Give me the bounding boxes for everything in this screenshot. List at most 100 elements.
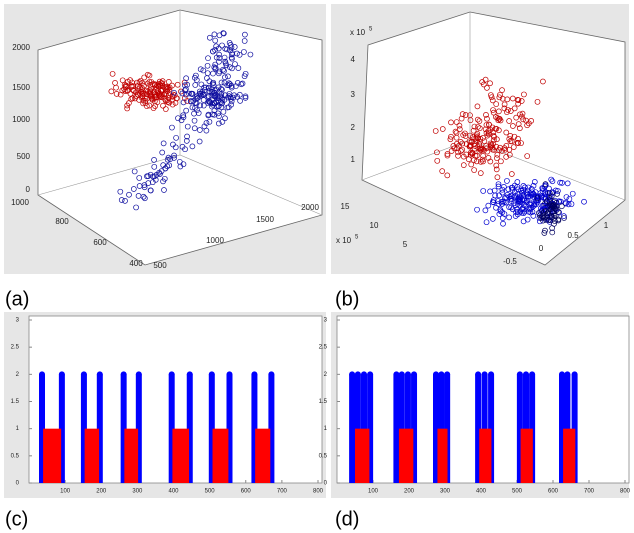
point-cloud bbox=[108, 30, 254, 211]
panel-label: (b) bbox=[335, 288, 359, 310]
scatter-point bbox=[474, 134, 480, 140]
scatter-point bbox=[213, 43, 220, 50]
scatter-point bbox=[224, 46, 230, 53]
scatter-point bbox=[501, 101, 508, 108]
scatter-point bbox=[494, 155, 500, 161]
tick-label: 1 bbox=[604, 221, 609, 230]
tick-label: 800 bbox=[55, 217, 69, 226]
scatter-point bbox=[514, 183, 521, 190]
scatter-point bbox=[501, 145, 508, 151]
scatter-point bbox=[221, 96, 228, 103]
scatter-point bbox=[483, 112, 489, 118]
stem-marker bbox=[523, 371, 529, 378]
scatter-point bbox=[181, 82, 188, 89]
scatter-point bbox=[136, 85, 143, 91]
scatter-point bbox=[490, 199, 497, 206]
stem bbox=[96, 374, 103, 483]
scatter-point bbox=[490, 109, 497, 116]
scatter-point bbox=[521, 91, 527, 98]
scatter-point bbox=[219, 86, 225, 93]
scatter-point bbox=[242, 31, 248, 38]
scatter-point bbox=[159, 80, 166, 87]
scatter-point bbox=[542, 208, 549, 214]
scatter-point bbox=[197, 127, 203, 133]
tick-label: 5 bbox=[403, 240, 408, 249]
scatter-point bbox=[147, 171, 154, 178]
scatter-point bbox=[197, 90, 204, 97]
scatter-point bbox=[517, 111, 523, 118]
scatter-point bbox=[122, 88, 129, 94]
scatter-point bbox=[178, 117, 185, 124]
scatter-point bbox=[548, 214, 555, 221]
scatter-point bbox=[458, 148, 464, 154]
scatter-point bbox=[497, 144, 503, 151]
x-tick-label: 300 bbox=[440, 489, 451, 495]
scatter-point bbox=[493, 162, 500, 169]
scatter-point bbox=[129, 95, 136, 102]
stem-marker bbox=[571, 371, 578, 378]
stem-marker bbox=[529, 371, 536, 378]
tick-label: 2000 bbox=[12, 43, 30, 52]
scatter-point bbox=[552, 187, 559, 194]
scatter-point bbox=[160, 140, 167, 147]
scatter-point bbox=[467, 132, 473, 139]
scatter-point bbox=[558, 203, 565, 210]
scatter-point bbox=[151, 163, 158, 170]
scatter-point bbox=[506, 118, 512, 124]
scatter-point bbox=[434, 149, 440, 156]
scatter-point bbox=[140, 97, 147, 104]
scatter-point bbox=[551, 215, 558, 221]
scatter-point bbox=[452, 128, 459, 135]
tick-label: 400 bbox=[129, 259, 143, 268]
scatter-point bbox=[157, 171, 163, 177]
scatter-point bbox=[542, 227, 548, 234]
x-tick-label: 100 bbox=[368, 489, 379, 495]
scatter-point bbox=[551, 221, 557, 227]
scatter-point bbox=[221, 68, 227, 74]
scatter-point bbox=[432, 128, 439, 134]
axis-exponent: 5 bbox=[369, 27, 373, 33]
scatter-point bbox=[514, 211, 521, 218]
scatter-point bbox=[220, 66, 226, 73]
scatter-point bbox=[228, 98, 235, 105]
scatter-point bbox=[186, 90, 192, 97]
scatter-point bbox=[127, 77, 133, 84]
x-tick-label: 800 bbox=[620, 489, 631, 495]
scatter-point bbox=[147, 92, 154, 99]
bar bbox=[124, 428, 139, 483]
scatter-point bbox=[171, 152, 177, 159]
stem-marker bbox=[226, 371, 233, 378]
scatter-point bbox=[549, 229, 556, 236]
scatter-point bbox=[131, 168, 138, 175]
tick-label: 1 bbox=[351, 155, 356, 164]
scatter-point bbox=[228, 54, 235, 61]
scatter-point bbox=[187, 98, 194, 105]
scatter-point bbox=[486, 121, 492, 128]
scatter-point bbox=[211, 31, 218, 38]
stem-marker bbox=[559, 371, 565, 378]
bar bbox=[563, 428, 576, 483]
scatter-point bbox=[201, 84, 207, 91]
scatter-point bbox=[561, 213, 567, 219]
scatter-point bbox=[542, 200, 548, 207]
scatter-point bbox=[241, 38, 248, 44]
scatter-point bbox=[484, 148, 491, 155]
panel-label: (a) bbox=[5, 288, 29, 310]
scatter-point bbox=[569, 190, 576, 197]
stem-marker bbox=[208, 371, 215, 378]
scatter-point bbox=[510, 123, 516, 129]
scatter-point bbox=[176, 158, 183, 165]
scatter-point bbox=[210, 70, 216, 77]
scatter-point bbox=[235, 65, 242, 71]
scatter-point bbox=[197, 66, 204, 73]
scatter-point bbox=[146, 102, 153, 109]
scatter-point bbox=[541, 230, 548, 236]
scatter-point bbox=[530, 182, 537, 189]
scatter-point bbox=[194, 107, 200, 113]
bar bbox=[212, 428, 229, 483]
scatter-point bbox=[222, 74, 228, 81]
stem-marker bbox=[58, 371, 65, 378]
scatter-point bbox=[555, 208, 562, 215]
scatter-point bbox=[467, 112, 473, 119]
point-cloud bbox=[432, 76, 587, 236]
